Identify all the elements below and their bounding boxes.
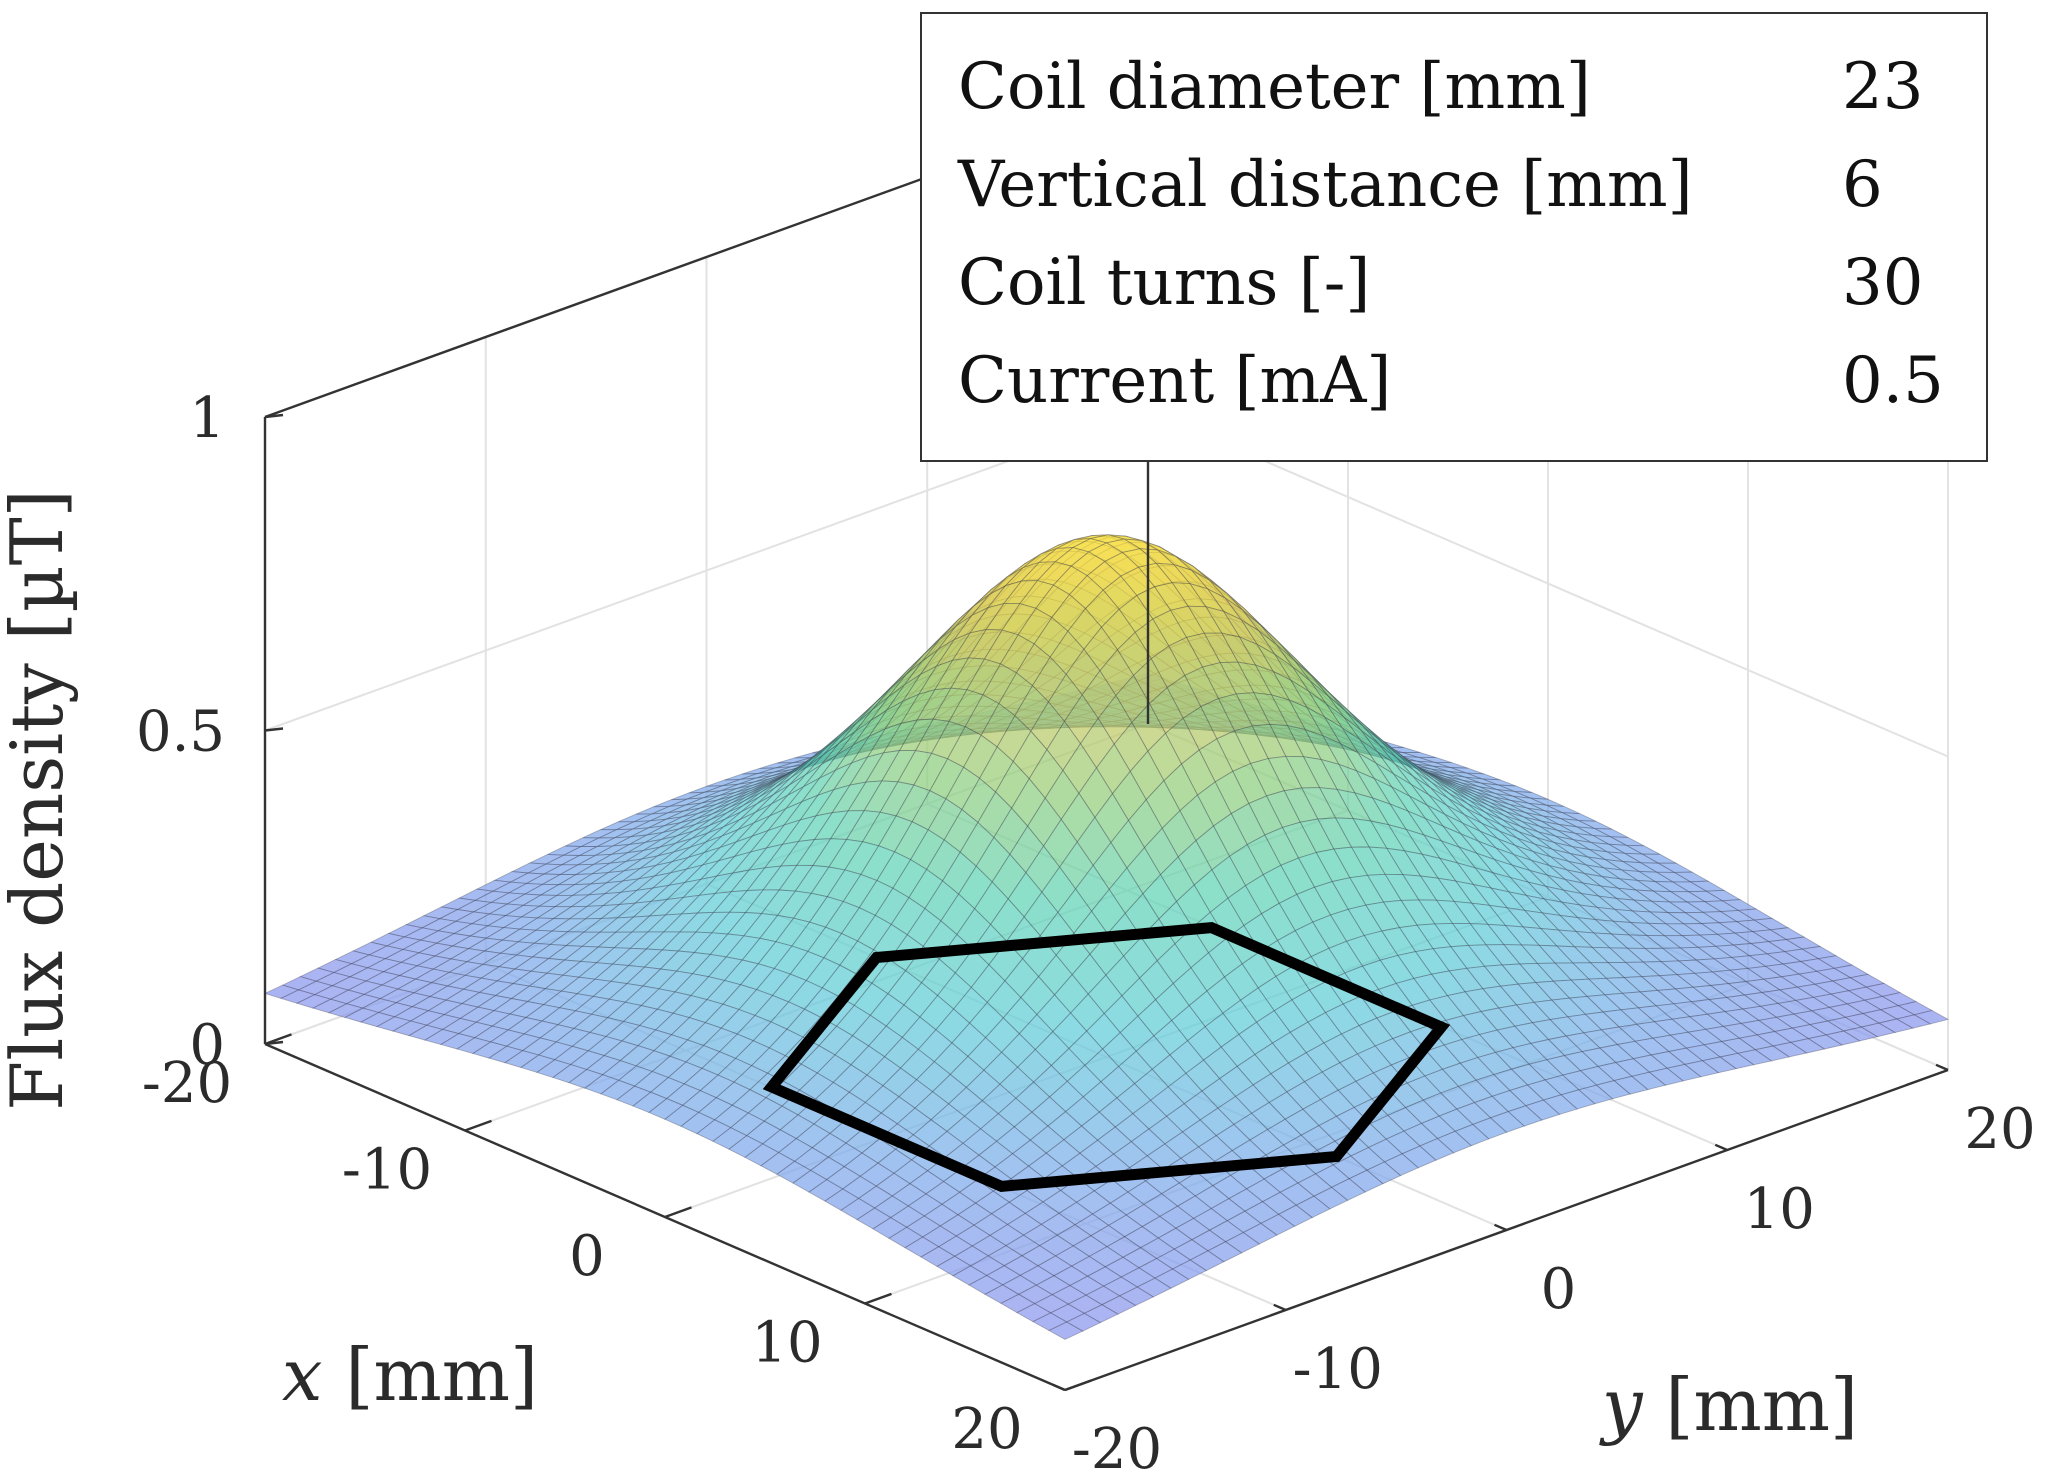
parameter-row: Coil diameter [mm] 23 <box>958 50 1946 146</box>
x-tick-label: 0 <box>569 1224 605 1289</box>
x-tick-label: -10 <box>342 1138 432 1203</box>
parameter-label: Coil turns [-] <box>958 246 1371 320</box>
surface-patch <box>1436 1130 1473 1154</box>
parameter-label: Coil diameter [mm] <box>958 50 1591 124</box>
parameter-label: Current [mA] <box>958 344 1392 418</box>
surface-patch <box>1630 1071 1667 1091</box>
surface-patch <box>1648 1067 1685 1086</box>
surface-patch <box>1330 1178 1367 1201</box>
surface-patch <box>1154 1268 1190 1289</box>
coil-outline <box>762 921 1451 1193</box>
y-tick <box>1052 1383 1066 1392</box>
y-tick-label: -10 <box>1293 1337 1383 1402</box>
parameter-value: 30 <box>1842 246 1924 320</box>
surface-patch <box>1471 1117 1508 1140</box>
x-tick <box>264 1033 292 1046</box>
surface-patch <box>1260 1213 1296 1236</box>
y-axis-title: y [mm] <box>1599 1363 1858 1447</box>
parameter-row: Coil turns [-] 30 <box>958 246 1946 342</box>
surface-patch <box>1489 1111 1526 1133</box>
surface-patch <box>1313 1186 1349 1210</box>
x-axis-title: x [mm] <box>282 1333 538 1417</box>
surface-patch <box>1136 1277 1172 1298</box>
coil-hexagon <box>762 921 1451 1193</box>
y-tick <box>1494 1223 1507 1232</box>
y-tick <box>1935 1063 1949 1072</box>
z-tick-label: 0.5 <box>136 700 225 765</box>
z-tick <box>264 413 284 419</box>
parameter-value: 23 <box>1842 50 1924 124</box>
x-tick-label: 20 <box>951 1397 1022 1462</box>
y-tick-label: 10 <box>1744 1177 1815 1242</box>
x-tick-label: 10 <box>751 1311 822 1376</box>
surface-patch <box>1719 1052 1755 1070</box>
y-tick-label: 20 <box>1964 1097 2035 1162</box>
z-axis-title: Flux density [µT] <box>0 489 79 1110</box>
y-tick-label: 0 <box>1541 1257 1577 1322</box>
z-tick-label: 0 <box>189 1013 225 1078</box>
surface-patch <box>1507 1105 1543 1127</box>
surface-patch <box>1736 1049 1773 1066</box>
x-tick <box>664 1206 692 1219</box>
surface-patch <box>1242 1222 1278 1245</box>
parameters-table: Coil diameter [mm] 23 Vertical distance … <box>920 12 1988 462</box>
surface-patch <box>1842 1026 1879 1042</box>
x-tick <box>864 1292 892 1305</box>
flux-density-surface <box>263 534 1950 1340</box>
surface-patch <box>1542 1094 1578 1115</box>
surface-patch <box>1754 1045 1791 1062</box>
parameter-row: Vertical distance [mm] 6 <box>958 148 1946 244</box>
x-tick <box>1064 1379 1092 1392</box>
parameter-value: 6 <box>1842 148 1883 222</box>
surface-patch <box>1224 1231 1261 1254</box>
surface-patch <box>1666 1063 1702 1082</box>
y-tick <box>1273 1303 1287 1312</box>
surface-patch <box>1524 1099 1561 1121</box>
x-tick <box>464 1119 492 1132</box>
z-tick-label: 1 <box>189 386 225 451</box>
z-tick <box>264 727 284 732</box>
parameter-label: Vertical distance [mm] <box>958 148 1693 222</box>
tick-labels: 0 0.5 1 -20 -10 0 10 20 -20 -10 0 10 20 <box>136 386 2036 1474</box>
x-tick-label: -20 <box>142 1051 232 1116</box>
y-tick-label: -20 <box>1072 1417 1162 1474</box>
gridline <box>264 409 1149 732</box>
parameter-value: 0.5 <box>1842 344 1944 418</box>
y-tick <box>1714 1143 1728 1152</box>
parameter-row: Current [mA] 0.5 <box>958 344 1946 440</box>
surface-patch <box>1048 1321 1084 1340</box>
gridline <box>1147 409 1949 758</box>
surface-patch <box>1824 1030 1861 1046</box>
